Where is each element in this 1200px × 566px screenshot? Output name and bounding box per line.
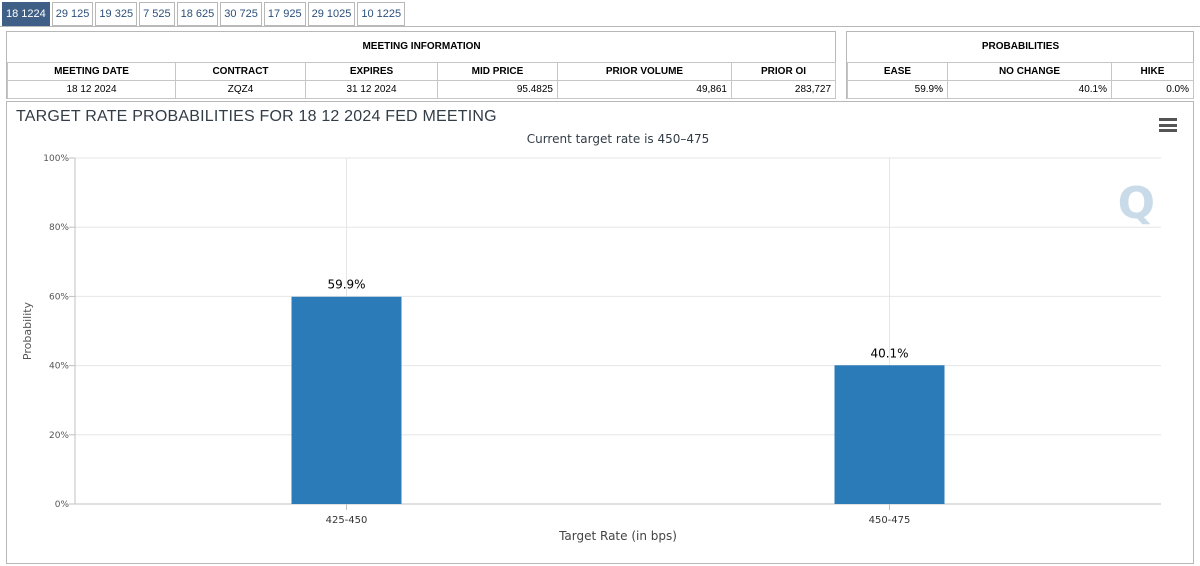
header-contract: CONTRACT <box>175 61 306 81</box>
x-tick-label: 425-450 <box>326 515 368 526</box>
probabilities-panel: PROBABILITIES EASE NO CHANGE HIKE 59.9% … <box>846 31 1195 99</box>
meeting-tabs: 18 1224 29 125 19 325 7 525 18 625 30 725 17 9… <box>2 2 406 26</box>
tab-19-325[interactable]: 19 325 <box>95 2 138 26</box>
header-prior-oi: PRIOR OI <box>730 61 837 81</box>
meeting-information-table: MEETING INFORMATION MEETING DATE CONTRAC… <box>7 32 837 99</box>
chart-subtitle: Current target rate is 450–475 <box>527 132 710 146</box>
tab-7-525[interactable]: 7 525 <box>139 2 175 26</box>
value-ease: 59.9% <box>847 79 948 99</box>
value-no-change: 40.1% <box>947 79 1112 99</box>
value-mid-price: 95.4825 <box>437 79 558 99</box>
header-meeting-date: MEETING DATE <box>7 61 176 81</box>
meeting-information-title: MEETING INFORMATION <box>7 32 836 63</box>
bar-data-label: 59.9% <box>327 278 365 292</box>
tab-18-1224[interactable]: 18 1224 <box>2 2 50 26</box>
y-tick-label: 80% <box>49 223 69 233</box>
tab-29-1025[interactable]: 29 1025 <box>307 2 356 26</box>
y-axis-title: Probability <box>21 301 34 360</box>
bar-425-450 <box>291 296 402 504</box>
y-tick-label: 40% <box>49 362 69 372</box>
y-tick-label: 0% <box>55 500 70 510</box>
watermark-logo: Q <box>1118 178 1155 229</box>
tab-29-125[interactable]: 29 125 <box>51 2 94 26</box>
y-tick-label: 100% <box>43 154 69 164</box>
tab-18-625[interactable]: 18 625 <box>176 2 219 26</box>
value-prior-oi: 283,727 <box>730 79 837 99</box>
hamburger-menu-icon[interactable] <box>1159 118 1177 132</box>
y-tick-label: 60% <box>49 292 69 302</box>
value-hike: 0.0% <box>1110 79 1195 99</box>
value-contract: ZQZ4 <box>175 79 306 99</box>
tabs-divider <box>0 26 1200 27</box>
probabilities-title: PROBABILITIES <box>847 32 1194 63</box>
value-meeting-date: 18 12 2024 <box>7 79 176 99</box>
probabilities-table: PROBABILITIES EASE NO CHANGE HIKE 59.9% … <box>847 32 1195 99</box>
tab-10-1225[interactable]: 10 1225 <box>357 2 406 26</box>
chart-container: Current target rate is 450–475 Q 0% 20% 40% 6… <box>6 101 1194 564</box>
y-tick-label: 20% <box>49 431 69 441</box>
header-ease: EASE <box>847 61 948 81</box>
x-tick-label: 450-475 <box>869 515 911 526</box>
tab-17-925[interactable]: 17 925 <box>263 2 306 26</box>
header-expires: EXPIRES <box>305 61 438 81</box>
probability-chart: Current target rate is 450–475 Q 0% 20% 40% 6… <box>21 132 1161 543</box>
value-expires: 31 12 2024 <box>305 79 438 99</box>
chart-title: TARGET RATE PROBABILITIES FOR 18 12 2024… <box>16 108 497 125</box>
value-prior-volume: 49,861 <box>557 79 732 99</box>
tab-30-725[interactable]: 30 725 <box>220 2 262 26</box>
bar-450-475 <box>834 365 945 504</box>
x-axis-title: Target Rate (in bps) <box>558 529 677 543</box>
bar-data-label: 40.1% <box>870 346 908 360</box>
header-hike: HIKE <box>1110 61 1195 81</box>
header-no-change: NO CHANGE <box>947 61 1112 81</box>
meeting-information-panel: MEETING INFORMATION MEETING DATE CONTRAC… <box>6 31 837 99</box>
header-mid-price: MID PRICE <box>437 61 558 81</box>
header-prior-volume: PRIOR VOLUME <box>557 61 732 81</box>
